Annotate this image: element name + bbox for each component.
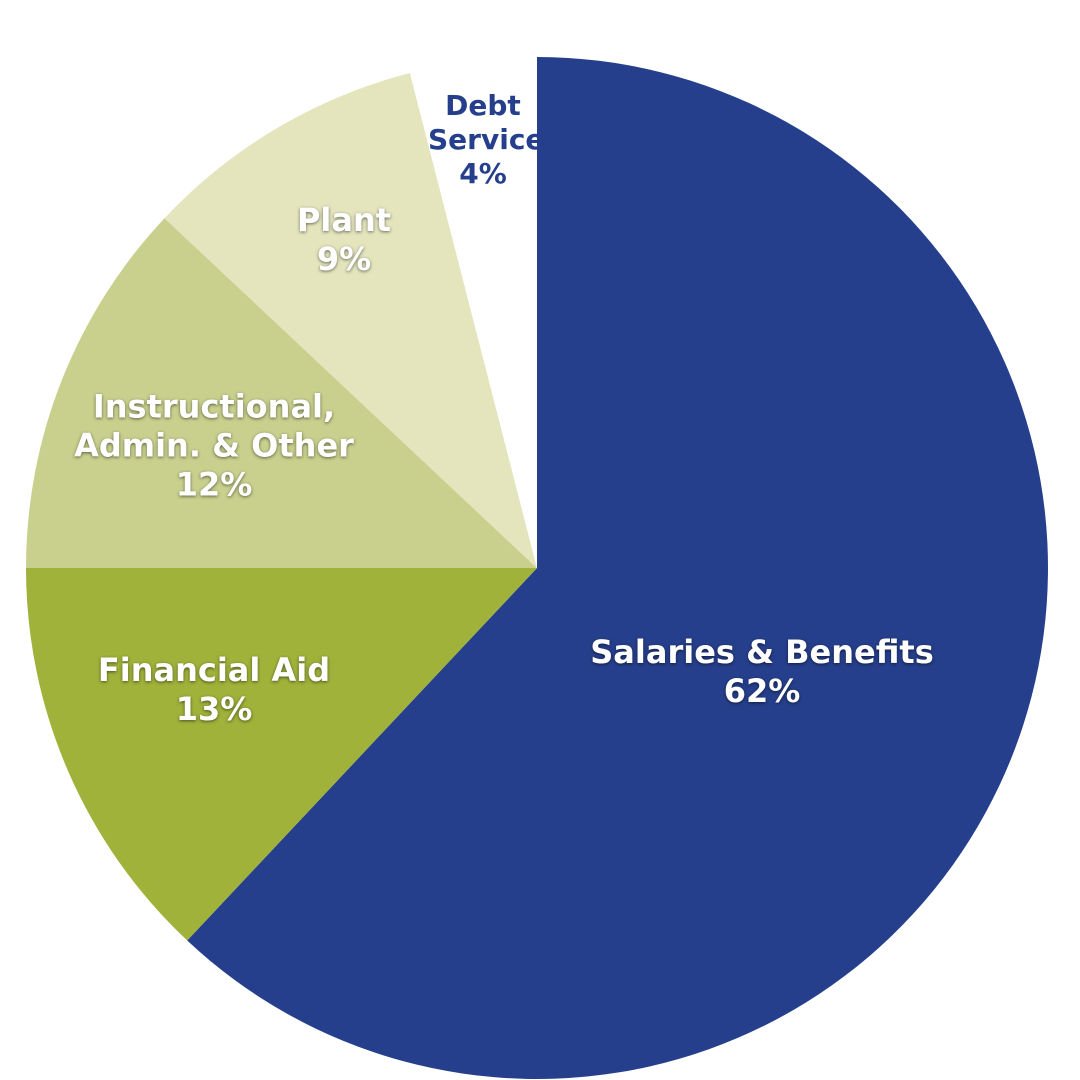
pie-slice (26, 218, 537, 569)
pie-slice (164, 73, 538, 568)
pie-slice (26, 568, 537, 941)
value-label: 13% (175, 690, 253, 728)
category-label: Salaries & Benefits (590, 632, 934, 671)
slice-label: Instructional, Admin. & Other 12% (74, 387, 354, 504)
value-label: 4% (459, 157, 507, 191)
slice-label: Plant 9% (244, 201, 444, 279)
pie-slice (187, 57, 1049, 1079)
category-label: Debt Service (428, 88, 545, 156)
value-label: 12% (175, 465, 253, 504)
value-label: 9% (316, 240, 372, 278)
value-label: 62% (723, 672, 801, 710)
slice-label: Debt Service 4% (428, 88, 545, 191)
pie-slice (409, 57, 537, 568)
slice-label: Salaries & Benefits 62% (552, 633, 972, 711)
category-label: Plant (296, 200, 392, 239)
category-label: Financial Aid (97, 650, 331, 689)
slice-label: Financial Aid 13% (64, 651, 364, 729)
category-label: Instructional, Admin. & Other (74, 387, 354, 465)
